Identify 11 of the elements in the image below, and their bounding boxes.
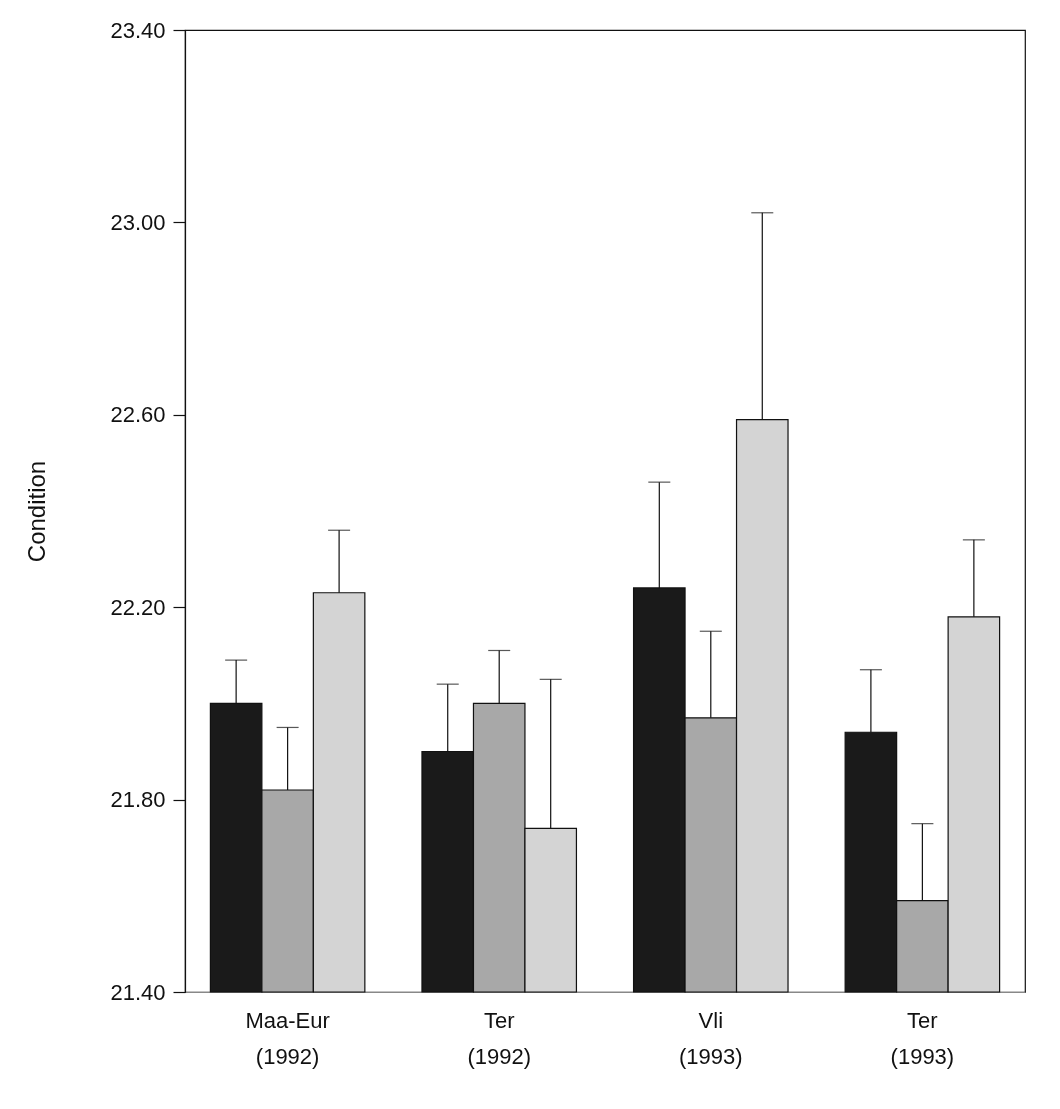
y-tick-label: 21.80: [110, 787, 166, 813]
y-tick-label: 22.20: [110, 594, 166, 620]
y-tick-label: 23.40: [110, 17, 166, 43]
y-tick-label: 23.00: [110, 209, 166, 235]
x-tick-label: Ter (1993): [890, 1007, 955, 1069]
x-tick-label: Maa-Eur (1992): [245, 1007, 330, 1069]
y-tick-label: 22.60: [110, 402, 166, 428]
y-tick-label: 21.40: [110, 979, 166, 1005]
x-tick-label: Ter (1992): [467, 1007, 531, 1069]
y-axis-title: Condition: [23, 460, 51, 563]
x-tick-label: Vli (1993): [679, 1007, 743, 1069]
